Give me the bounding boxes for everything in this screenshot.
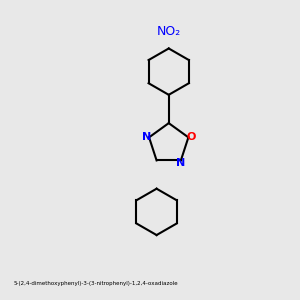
Text: N: N — [176, 158, 185, 168]
Text: O: O — [186, 132, 196, 142]
Text: 5-(2,4-dimethoxyphenyl)-3-(3-nitrophenyl)-1,2,4-oxadiazole: 5-(2,4-dimethoxyphenyl)-3-(3-nitrophenyl… — [14, 281, 178, 286]
Text: N: N — [142, 132, 151, 142]
Text: NO₂: NO₂ — [157, 25, 181, 38]
